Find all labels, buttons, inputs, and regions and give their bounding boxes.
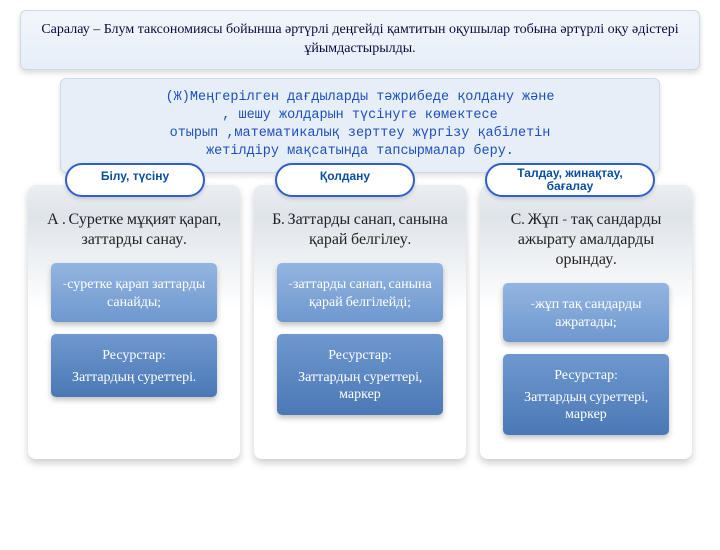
description-inner: (Ж)Меңгерілген дағдыларды тәжрибеде қолд… bbox=[60, 78, 660, 173]
column-a-res-label: Ресурстар: bbox=[59, 346, 208, 364]
pill-bilu-tusinu: Білу, түсіну bbox=[65, 163, 205, 197]
column-c-resources: Ресурстар: Заттардың суреттері, маркер bbox=[503, 354, 668, 435]
column-a: А . Суретке мұқият қарап, заттарды санау… bbox=[28, 185, 240, 459]
desc-line-1: (Ж)Меңгерілген дағдыларды тәжрибеде қолд… bbox=[166, 90, 555, 105]
column-b-res-text: Заттардың суреттері, маркер bbox=[298, 368, 422, 403]
column-b: Б. Заттарды санап, санына қарай белгілеу… bbox=[254, 185, 466, 459]
column-b-resources: Ресурстар: Заттардың суреттері, маркер bbox=[277, 334, 442, 415]
level-pill-row: Білу, түсіну Қолдану Талдау, жинақтау, б… bbox=[40, 163, 680, 197]
column-c-criteria: -жұп тақ сандарды ажратады; bbox=[503, 283, 668, 342]
column-a-criteria: -суретке қарап заттарды санайды; bbox=[51, 263, 216, 322]
title-banner: Саралау – Блум таксономиясы бойынша әртү… bbox=[20, 10, 700, 70]
column-c-head: С. Жұп - тақ сандарды ажырату амалдарды … bbox=[490, 205, 682, 283]
description-banner: (Ж)Меңгерілген дағдыларды тәжрибеде қолд… bbox=[60, 78, 660, 173]
pill-qoldanu: Қолдану bbox=[275, 163, 415, 197]
column-c: С. Жұп - тақ сандарды ажырату амалдарды … bbox=[480, 185, 692, 459]
desc-line-3: отырып ,математикалық зерттеу жүргізу қа… bbox=[170, 126, 551, 141]
columns-container: А . Суретке мұқият қарап, заттарды санау… bbox=[28, 185, 692, 459]
column-b-res-label: Ресурстар: bbox=[285, 346, 434, 364]
column-c-res-text: Заттардың суреттері, маркер bbox=[524, 388, 648, 423]
column-b-criteria: -заттарды санап, санына қарай белгілейді… bbox=[277, 263, 442, 322]
column-c-res-label: Ресурстар: bbox=[511, 366, 660, 384]
column-a-head: А . Суретке мұқият қарап, заттарды санау… bbox=[38, 205, 230, 263]
desc-line-2: , шешу жолдарын түсінуге көмектесе bbox=[222, 108, 497, 123]
pill-taldau: Талдау, жинақтау, бағалау bbox=[485, 163, 655, 197]
column-a-res-text: Заттардың суреттері. bbox=[72, 368, 196, 385]
desc-line-4: жетілдіру мақсатында тапсырмалар беру. bbox=[206, 144, 514, 159]
column-a-resources: Ресурстар: Заттардың суреттері. bbox=[51, 334, 216, 397]
column-b-head: Б. Заттарды санап, санына қарай белгілеу… bbox=[264, 205, 456, 263]
title-text: Саралау – Блум таксономиясы бойынша әртү… bbox=[41, 22, 678, 56]
